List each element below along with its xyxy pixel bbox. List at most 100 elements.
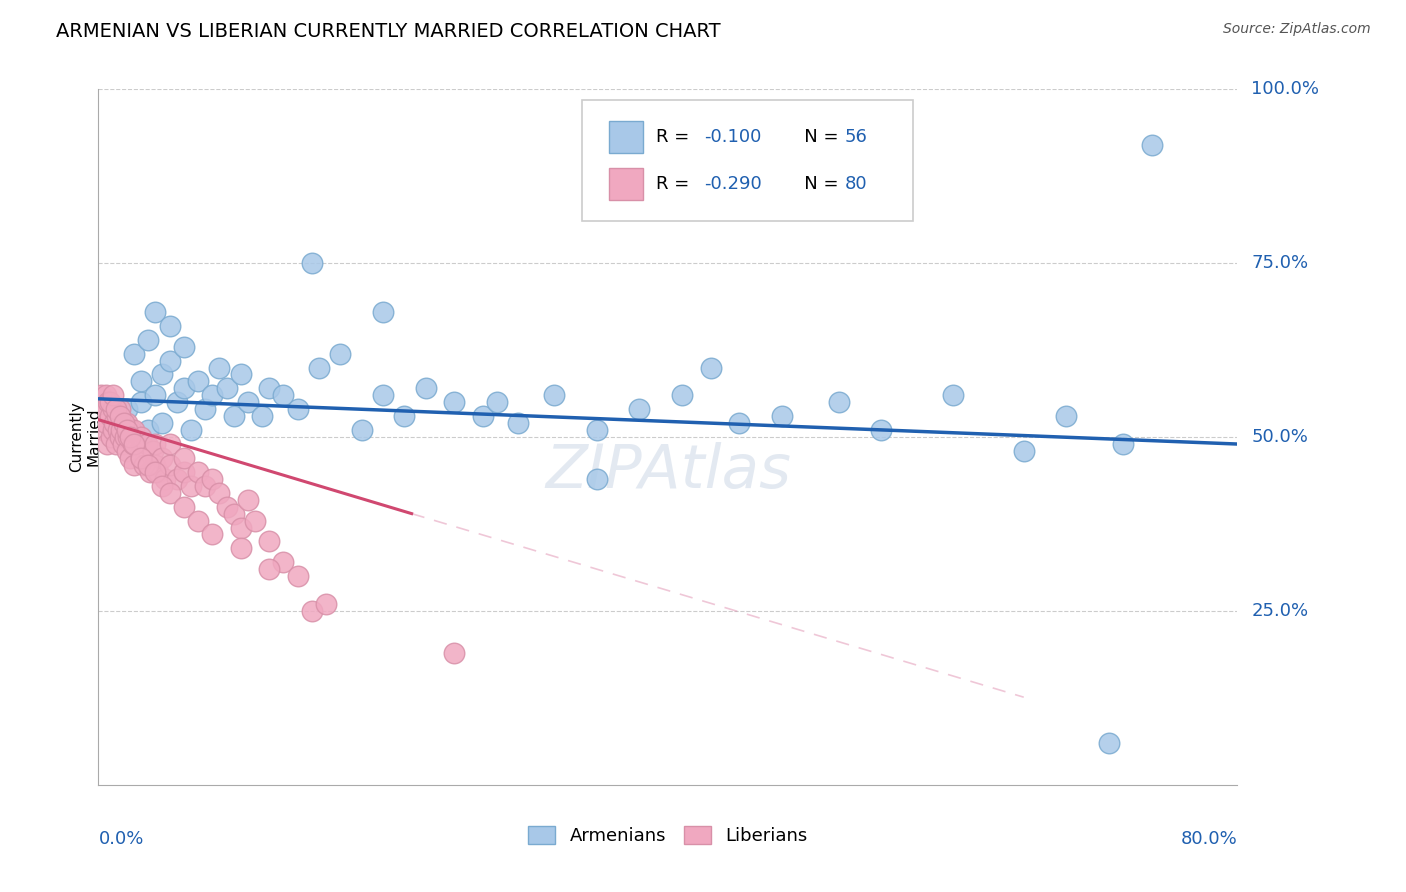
Point [159,458,181,472]
Point [173,381,195,395]
Point [145,437,167,451]
Point [1098,736,1121,750]
Point [115,444,138,458]
Point [132,458,155,472]
Point [699,360,721,375]
FancyBboxPatch shape [609,120,643,153]
Point [118,450,141,465]
Point [90,388,112,402]
Point [115,423,138,437]
Text: 80.0%: 80.0% [1181,830,1237,848]
FancyBboxPatch shape [609,168,643,201]
Point [259,534,281,549]
Point [115,416,138,430]
Point [107,423,129,437]
Point [236,395,259,409]
Text: 56: 56 [845,128,868,145]
Point [187,514,209,528]
Point [543,388,565,402]
Point [301,256,323,270]
Point [145,305,167,319]
Text: N =: N = [787,128,845,145]
Point [942,388,965,402]
Text: R =: R = [657,128,696,145]
Point [443,395,465,409]
Text: ARMENIAN VS LIBERIAN CURRENTLY MARRIED CORRELATION CHART: ARMENIAN VS LIBERIAN CURRENTLY MARRIED C… [56,22,721,41]
Point [112,416,135,430]
Text: 0.0%: 0.0% [98,830,143,848]
Point [101,423,124,437]
Point [222,507,245,521]
Point [828,395,851,409]
Point [187,375,209,389]
Text: 80: 80 [845,175,868,194]
Point [152,450,174,465]
Point [148,465,170,479]
Point [129,375,152,389]
Point [155,472,177,486]
Point [273,555,295,569]
Point [93,402,115,417]
Point [728,416,751,430]
Point [98,395,121,409]
Point [152,479,174,493]
Point [373,305,395,319]
Point [135,437,157,451]
Point [159,437,181,451]
Point [180,423,202,437]
Point [141,444,163,458]
Point [1140,137,1163,152]
Text: 75.0%: 75.0% [1251,254,1309,272]
Point [628,402,651,417]
Point [103,416,125,430]
Point [250,409,273,424]
Point [315,597,337,611]
Point [97,395,120,409]
Point [1056,409,1078,424]
Point [259,381,281,395]
Point [585,423,607,437]
Point [122,423,145,437]
Point [1012,444,1035,458]
Point [129,430,152,444]
Point [350,423,373,437]
Point [373,388,395,402]
Point [173,465,195,479]
Point [94,388,117,402]
Point [129,395,152,409]
Point [122,458,145,472]
Text: R =: R = [657,175,696,194]
Point [159,485,181,500]
Point [118,430,141,444]
Point [108,409,131,424]
Point [110,423,132,437]
Point [114,430,136,444]
Point [208,360,231,375]
Point [215,381,238,395]
Point [243,514,266,528]
Point [394,409,416,424]
Point [201,388,224,402]
Point [166,472,188,486]
Point [129,450,152,465]
Point [471,409,494,424]
Point [117,430,139,444]
Point [104,402,127,417]
Point [329,346,352,360]
Point [273,388,295,402]
Point [173,500,195,514]
Point [108,430,131,444]
Text: -0.100: -0.100 [704,128,762,145]
Point [201,472,224,486]
Point [236,492,259,507]
Point [105,409,128,424]
Point [159,353,181,368]
Point [201,527,224,541]
Point [138,465,160,479]
Point [229,541,252,556]
Point [287,569,309,583]
Point [194,402,217,417]
Point [104,437,127,451]
Point [770,409,793,424]
FancyBboxPatch shape [582,100,912,221]
